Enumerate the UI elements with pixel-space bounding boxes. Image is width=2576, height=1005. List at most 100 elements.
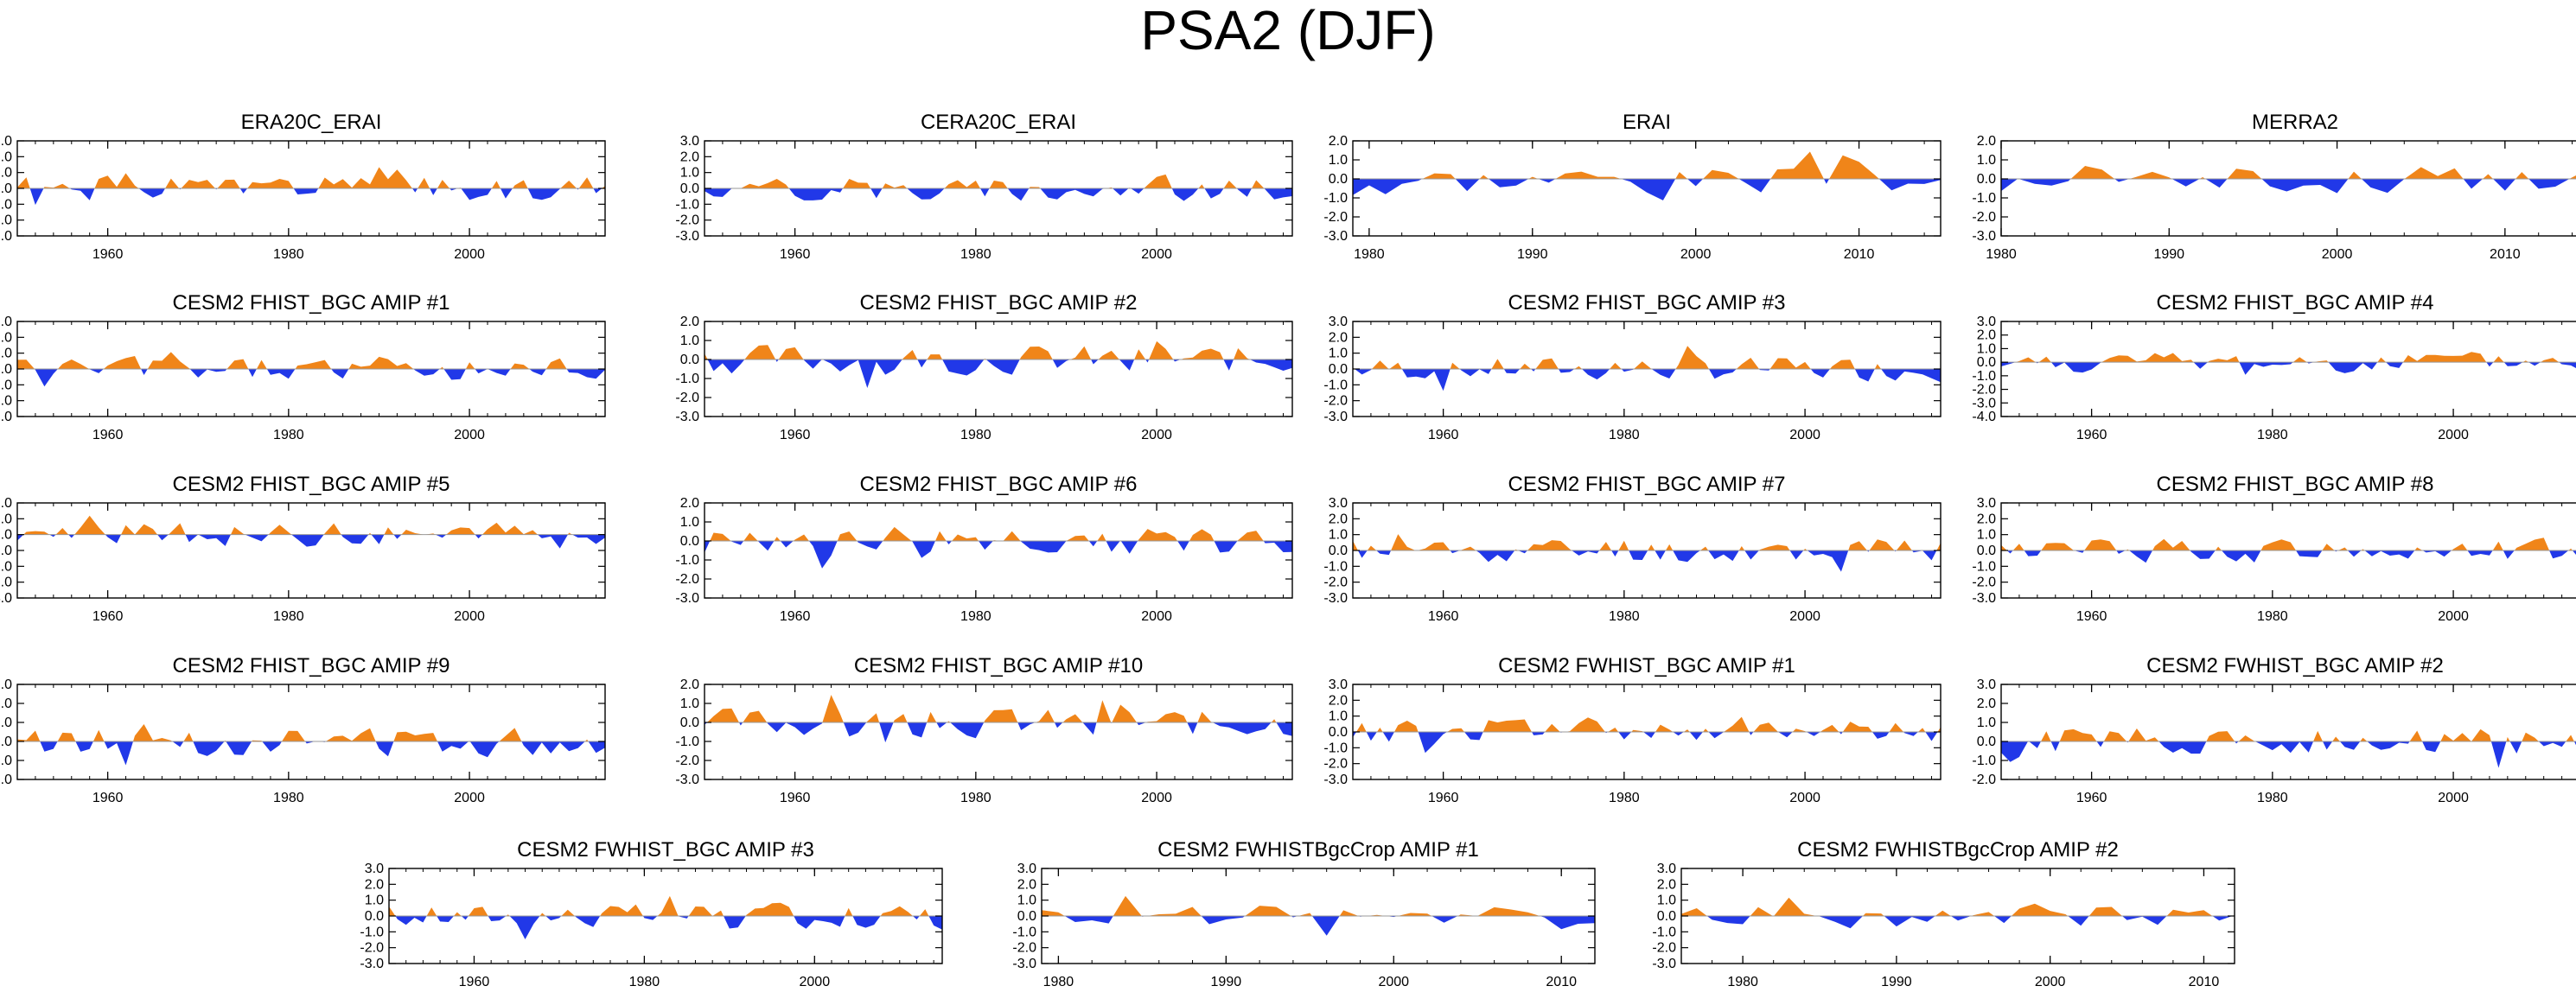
positive-area [23, 515, 573, 535]
y-tick-label: -3.0 [675, 773, 699, 787]
positive-area [1353, 534, 1941, 550]
negative-area [40, 741, 606, 766]
positive-area [389, 895, 929, 916]
panel-16: CESM2 FWHIST_BGC AMIP #2 3.0 2.0 1.0 0.0 -1.0… [1972, 654, 2576, 805]
positive-area [2015, 352, 2560, 363]
plot-frame [16, 502, 606, 599]
y-tick-label: -3.0 [1972, 591, 1996, 606]
y-tick-label: -2.0 [1972, 210, 1996, 225]
negative-area [395, 916, 942, 939]
x-tick-label: 2000 [2322, 247, 2353, 262]
y-tick-label: 2.0 [1329, 693, 1348, 708]
y-tick-label: 0.0 [680, 534, 699, 549]
positive-area [17, 352, 567, 369]
x-tick-label: 1960 [2076, 609, 2107, 624]
panel-3: ERAI 2.0 1.0 0.0 -1.0 -2.0 -3.0 1980 1990 2000 201… [1323, 111, 1942, 262]
y-tick-label: 3.0 [1329, 677, 1348, 692]
y-tick-label: -2.0 [1012, 941, 1036, 956]
plot-frame [2000, 321, 2576, 417]
y-tick-label: -3.0 [1972, 396, 1996, 410]
y-tick-label: 2.0 [0, 330, 12, 345]
y-tick-label: 0.0 [0, 362, 12, 377]
y-tick-label: -2.0 [675, 391, 699, 405]
x-tick-label: 1960 [2076, 791, 2107, 805]
y-tick-label: -3.0 [1323, 229, 1348, 244]
x-tick-label: 2010 [2189, 975, 2220, 989]
x-tick-label: 1960 [92, 791, 124, 805]
negative-area [17, 534, 605, 549]
x-tick-label: 2000 [1680, 247, 1712, 262]
x-tick-label: 2000 [2035, 975, 2066, 989]
y-tick-label: 1.0 [0, 166, 12, 181]
x-tick-label: 1980 [1354, 247, 1385, 262]
x-tick-label: 2000 [1789, 791, 1820, 805]
x-tick-label: 2000 [454, 791, 485, 805]
x-tick-label: 2000 [1789, 428, 1820, 442]
y-tick-label: -2.0 [0, 394, 12, 409]
y-tick-label: 3.0 [1977, 496, 1996, 511]
y-tick-label: -3.0 [0, 229, 12, 244]
y-tick-label: 3.0 [1977, 677, 1996, 692]
plot-frame [1352, 140, 1942, 237]
panel-title: CERA20C_ERAI [921, 111, 1076, 134]
y-tick-label: -1.0 [0, 544, 12, 558]
y-tick-label: -2.0 [1652, 941, 1676, 956]
y-tick-label: 0.0 [1657, 909, 1676, 924]
y-tick-label: 1.0 [1329, 709, 1348, 724]
y-tick-label: 3.0 [0, 677, 12, 692]
y-tick-label: 1.0 [1977, 716, 1996, 730]
positive-area [710, 526, 1264, 541]
y-tick-label: 2.0 [1977, 328, 1996, 343]
y-tick-label: -3.0 [360, 957, 384, 971]
x-tick-label: 2010 [1844, 247, 1875, 262]
plot-frame [16, 684, 606, 780]
y-tick-label: -1.0 [1972, 754, 1996, 768]
y-tick-label: 0.0 [1977, 735, 1996, 749]
y-tick-label: -3.0 [1323, 410, 1348, 424]
x-tick-label: 1980 [960, 609, 992, 624]
x-tick-label: 1960 [780, 428, 811, 442]
panel-title: CESM2 FHIST_BGC AMIP #2 [860, 291, 1138, 315]
y-tick-label: -4.0 [1972, 410, 1996, 424]
y-tick-label: 2.0 [1977, 697, 1996, 711]
x-tick-label: 1960 [780, 247, 811, 262]
y-tick-label: -3.0 [1323, 773, 1348, 787]
x-tick-label: 2000 [1141, 247, 1172, 262]
x-tick-label: 2000 [454, 428, 485, 442]
y-tick-label: -1.0 [1652, 925, 1676, 939]
y-tick-label: -3.0 [1012, 957, 1036, 971]
y-tick-label: -2.0 [0, 559, 12, 574]
y-tick-label: -2.0 [675, 754, 699, 768]
y-tick-label: 0.0 [1977, 544, 1996, 558]
y-tick-label: -2.0 [360, 941, 384, 956]
y-tick-label: 2.0 [0, 149, 12, 164]
negative-area [705, 188, 1292, 201]
x-tick-label: 2010 [2490, 247, 2521, 262]
y-tick-label: 3.0 [0, 315, 12, 329]
panel-title: CESM2 FHIST_BGC AMIP #5 [173, 473, 450, 496]
x-tick-label: 2000 [2438, 609, 2469, 624]
x-tick-label: 1980 [1609, 791, 1640, 805]
negative-area [1355, 369, 1941, 391]
y-tick-label: -1.0 [360, 925, 384, 939]
x-tick-label: 1980 [1609, 609, 1640, 624]
panel-6: CESM2 FHIST_BGC AMIP #2 2.0 1.0 0.0 -1.0 -2.0… [675, 291, 1293, 442]
x-tick-label: 1980 [960, 247, 992, 262]
y-tick-label: 1.0 [1657, 894, 1676, 908]
y-tick-label: 2.0 [680, 315, 699, 329]
x-tick-label: 1980 [1986, 247, 2017, 262]
positive-area [1353, 346, 1882, 369]
y-tick-label: -2.0 [1972, 773, 1996, 787]
y-tick-label: 1.0 [0, 716, 12, 730]
panel-15: CESM2 FWHIST_BGC AMIP #1 3.02.01.00.0-1.0… [1323, 654, 1942, 805]
panel-title: CESM2 FHIST_BGC AMIP #6 [860, 473, 1138, 496]
y-tick-label: 2.0 [1017, 877, 1036, 892]
y-tick-label: -2.0 [1323, 210, 1348, 225]
y-tick-label: 2.0 [680, 149, 699, 164]
panel-title: CESM2 FHIST_BGC AMIP #9 [173, 654, 450, 677]
y-tick-label: 1.0 [1017, 894, 1036, 908]
x-tick-label: 1980 [1609, 428, 1640, 442]
y-tick-label: -1.0 [675, 372, 699, 386]
y-tick-label: -2.0 [1323, 394, 1348, 409]
